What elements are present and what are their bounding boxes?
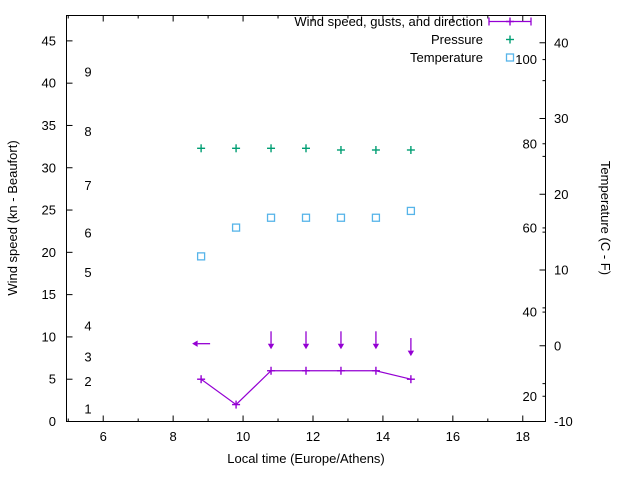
plot-frame xyxy=(66,15,546,422)
temperature-f-tick-labels: 20 40 60 80 100 xyxy=(515,52,537,404)
svg-text:30: 30 xyxy=(554,111,568,126)
svg-text:8: 8 xyxy=(84,124,91,139)
svg-text:2: 2 xyxy=(84,374,91,389)
temperature-series xyxy=(196,206,416,261)
svg-text:20: 20 xyxy=(42,245,56,260)
svg-text:80: 80 xyxy=(523,136,537,151)
svg-text:40: 40 xyxy=(523,305,537,320)
legend-label-1: Wind speed, gusts, and direction xyxy=(294,14,483,29)
svg-text:1: 1 xyxy=(84,401,91,416)
svg-text:10: 10 xyxy=(236,429,250,444)
svg-text:60: 60 xyxy=(523,220,537,235)
svg-text:12: 12 xyxy=(306,429,320,444)
svg-text:8: 8 xyxy=(170,429,177,444)
wind-speed-kn-tick-labels: 0 5 10 15 20 25 30 35 40 45 xyxy=(42,33,56,429)
svg-text:20: 20 xyxy=(554,187,568,202)
svg-text:6: 6 xyxy=(84,225,91,240)
svg-text:3: 3 xyxy=(84,350,91,365)
svg-text:35: 35 xyxy=(42,118,56,133)
temperature-c-tick-labels: -10 0 10 20 30 40 xyxy=(554,35,573,429)
beaufort-scale-labels: 1 2 3 4 5 6 7 8 9 xyxy=(84,65,91,417)
x-axis-title: Local time (Europe/Athens) xyxy=(227,451,385,466)
svg-text:15: 15 xyxy=(42,287,56,302)
right-axis-title: Temperature (C - F) xyxy=(598,161,613,275)
svg-text:5: 5 xyxy=(49,372,56,387)
svg-text:10: 10 xyxy=(42,329,56,344)
svg-text:20: 20 xyxy=(523,389,537,404)
svg-text:10: 10 xyxy=(554,263,568,278)
legend-label-2: Pressure xyxy=(431,32,483,47)
x-axis-tick-labels: 6 8 10 12 14 16 18 xyxy=(100,429,530,444)
svg-text:7: 7 xyxy=(84,178,91,193)
wind-direction-arrows xyxy=(192,331,415,357)
svg-text:100: 100 xyxy=(515,52,537,67)
svg-text:30: 30 xyxy=(42,160,56,175)
svg-text:0: 0 xyxy=(554,338,561,353)
svg-text:16: 16 xyxy=(446,429,460,444)
svg-text:40: 40 xyxy=(554,35,568,50)
left-axis-title: Wind speed (kn - Beaufort) xyxy=(5,140,20,295)
svg-text:5: 5 xyxy=(84,265,91,280)
svg-text:-10: -10 xyxy=(554,414,573,429)
svg-text:6: 6 xyxy=(100,429,107,444)
svg-text:45: 45 xyxy=(42,33,56,48)
wind-speed-series xyxy=(197,366,415,409)
axis-ticks xyxy=(66,15,546,422)
svg-text:0: 0 xyxy=(49,414,56,429)
pressure-series xyxy=(197,144,415,154)
svg-text:9: 9 xyxy=(84,65,91,80)
svg-text:14: 14 xyxy=(376,429,390,444)
svg-text:4: 4 xyxy=(84,318,91,333)
svg-text:25: 25 xyxy=(42,203,56,218)
svg-text:40: 40 xyxy=(42,76,56,91)
legend-label-3: Temperature xyxy=(410,50,483,65)
legend: Wind speed, gusts, and direction Pressure… xyxy=(294,14,532,65)
svg-text:18: 18 xyxy=(516,429,530,444)
